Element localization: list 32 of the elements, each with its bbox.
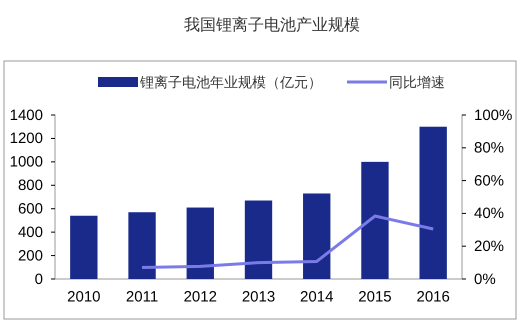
bar: [419, 126, 447, 279]
y2-tick-label: 0%: [474, 270, 496, 288]
legend-label: 同比增速: [389, 74, 445, 90]
y-tick-label: 600: [18, 200, 43, 218]
bar: [186, 208, 214, 279]
y2-tick-label: 80%: [474, 140, 504, 157]
y-tick-label: 400: [18, 224, 43, 241]
bar: [361, 162, 389, 279]
bar: [128, 212, 156, 279]
x-tick-label: 2010: [67, 288, 101, 306]
y2-tick-label: 100%: [474, 106, 512, 124]
bar: [303, 193, 330, 279]
x-tick-label: 2011: [126, 288, 158, 306]
x-tick-label: 2015: [358, 288, 392, 306]
x-tick-label: 2013: [242, 288, 276, 306]
line-series: [140, 214, 435, 270]
y-tick-label: 0: [34, 270, 43, 288]
y2-tick-label: 60%: [474, 172, 504, 190]
y-tick-label: 1400: [10, 106, 43, 124]
x-tick-label: 2016: [416, 288, 450, 306]
y-tick-label: 200: [18, 247, 43, 264]
y2-tick-label: 40%: [474, 205, 504, 222]
bar: [70, 216, 98, 279]
y2-tick-label: 20%: [474, 238, 504, 255]
x-tick-label: 2014: [300, 288, 334, 306]
x-tick-label: 2012: [184, 288, 217, 306]
y-tick-label: 800: [18, 177, 43, 194]
legend-label: 锂离子电池年业规模（亿元）: [139, 74, 322, 90]
y-tick-label: 1000: [10, 154, 43, 171]
chart-title: 我国锂离子电池产业规模: [184, 16, 360, 34]
y-tick-label: 1200: [10, 130, 43, 148]
bar: [244, 200, 272, 279]
